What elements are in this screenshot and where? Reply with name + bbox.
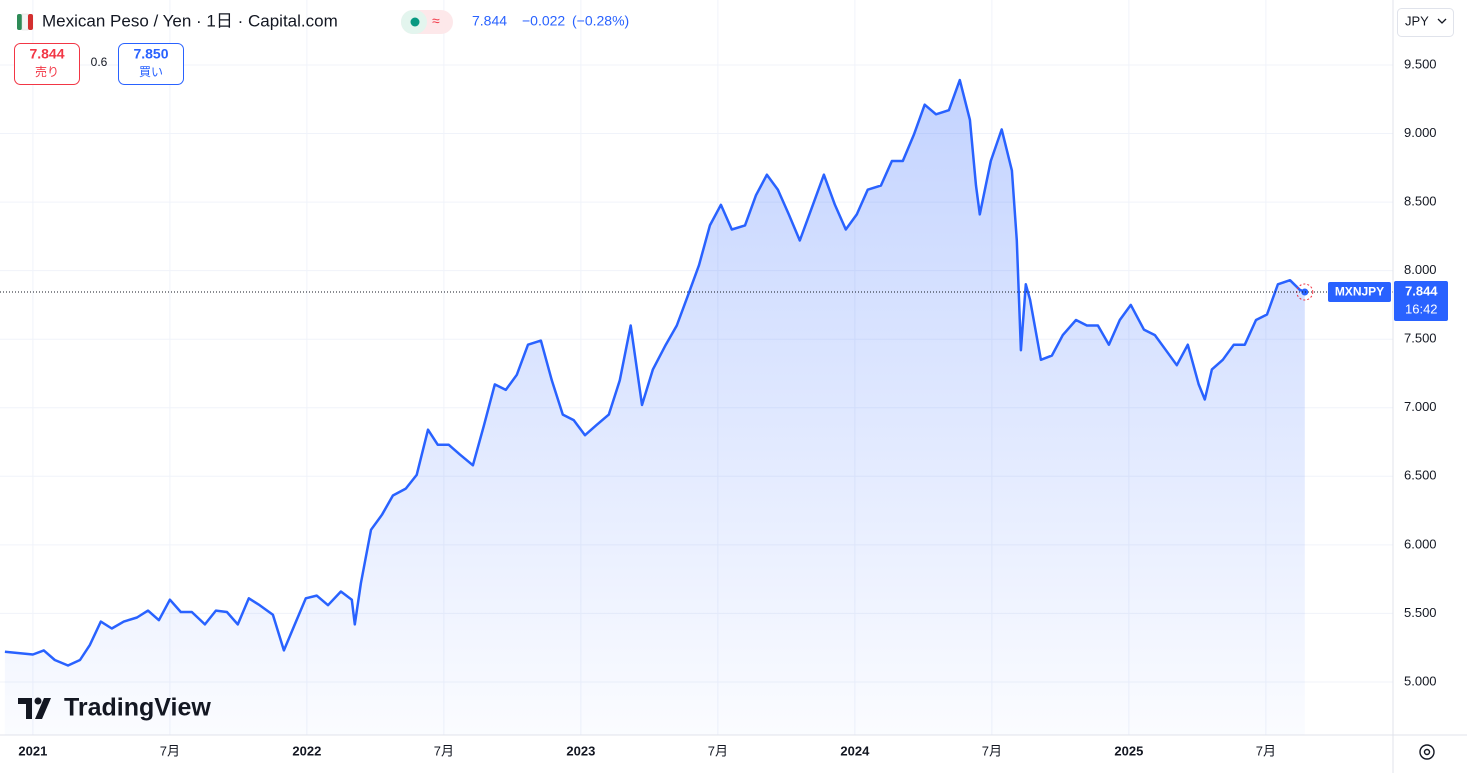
currency-button[interactable] xyxy=(1397,8,1454,37)
y-tick-label: 8.000 xyxy=(1404,262,1437,277)
logo-mark xyxy=(18,697,51,719)
y-tick-label: 6.000 xyxy=(1404,536,1437,551)
logo-text: TradingView xyxy=(64,694,211,722)
buy-button[interactable] xyxy=(118,43,184,85)
x-tick-label: 7月 xyxy=(708,743,728,758)
countdown-label: 16:42 xyxy=(1405,301,1438,316)
y-tick-label: 6.500 xyxy=(1404,468,1437,483)
y-tick-label: 5.500 xyxy=(1404,605,1437,620)
x-tick-label: 7月 xyxy=(434,743,454,758)
x-tick-label: 2024 xyxy=(840,743,870,758)
buy-price: 7.850 xyxy=(133,46,168,62)
y-tick-label: 9.000 xyxy=(1404,125,1437,140)
market-open-dot xyxy=(410,17,420,27)
y-tick-label: 7.000 xyxy=(1404,399,1437,414)
flag-icon xyxy=(17,13,33,31)
price-line xyxy=(4,78,1306,667)
buy-label: 買い xyxy=(139,65,163,79)
price-tag xyxy=(1394,281,1448,322)
y-tick-label: 8.500 xyxy=(1404,194,1437,209)
area-fill xyxy=(4,80,1305,736)
header-price: 7.844 xyxy=(472,13,507,29)
axes: 5.000 5.500 6.000 6.500 7.000 7.500 8.000 8.500… xyxy=(18,56,1448,758)
currency-caret xyxy=(1437,18,1447,24)
x-tick-label: 7月 xyxy=(1256,743,1276,758)
currency-label: JPY xyxy=(1405,13,1429,28)
spread: 0.6 xyxy=(91,55,108,69)
x-tick-label: 7月 xyxy=(982,743,1002,758)
sell-price: 7.844 xyxy=(29,46,64,62)
settings-icon[interactable] xyxy=(1419,744,1435,760)
plot xyxy=(0,78,1393,736)
sell-button[interactable] xyxy=(14,43,80,85)
y-tick-label: 5.000 xyxy=(1404,673,1437,688)
x-tick-label: 2023 xyxy=(566,743,595,758)
sell-label: 売り xyxy=(35,64,59,79)
x-tick-label: 2021 xyxy=(18,743,47,758)
price-tag-label: 7.844 xyxy=(1405,283,1438,298)
y-tick-label: 7.500 xyxy=(1404,331,1437,346)
x-tick-label: 7月 xyxy=(160,743,180,758)
chart-title: Mexican Peso / Yen · 1日 · Capital.com xyxy=(42,11,338,30)
symbol-tag xyxy=(1328,282,1391,303)
header-change-pct: (−0.28%) xyxy=(572,13,629,29)
x-tick-label: 2025 xyxy=(1114,743,1143,758)
x-tick-label: 2022 xyxy=(292,743,321,758)
delay-icon: ≈ xyxy=(432,13,440,29)
header-change: −0.022 xyxy=(522,13,565,29)
last-point xyxy=(1301,288,1309,296)
symbol-label: MXNJPY xyxy=(1335,285,1384,299)
y-tick-label: 9.500 xyxy=(1404,56,1437,71)
